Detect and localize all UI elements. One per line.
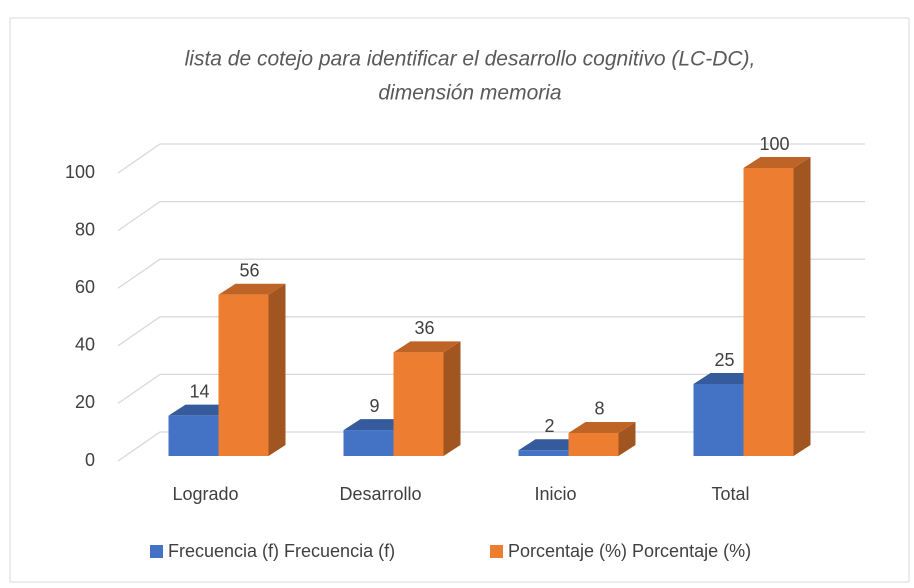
bar [393, 352, 444, 456]
bar [743, 168, 794, 456]
legend-label: Frecuencia (f) Frecuencia (f) [168, 541, 395, 561]
y-tick-label: 60 [75, 277, 95, 297]
data-label: 8 [594, 399, 604, 419]
bar [693, 384, 744, 456]
grid-line [117, 316, 865, 347]
bar [218, 294, 269, 456]
bar-side [618, 421, 636, 456]
legend-swatch [490, 545, 503, 558]
legend-label: Porcentaje (%) Porcentaje (%) [508, 541, 751, 561]
y-tick-label: 40 [75, 335, 95, 355]
chart-title: lista de cotejo para identificar el desa… [185, 48, 756, 71]
bar-side [268, 283, 286, 456]
bar-top [218, 283, 286, 295]
bar-top [568, 421, 636, 433]
bar [343, 430, 394, 456]
y-tick-label: 80 [75, 219, 95, 239]
legend-swatch [150, 545, 163, 558]
bar [168, 415, 219, 456]
bar-side [793, 157, 811, 456]
bar-top [393, 341, 461, 353]
bar [568, 432, 619, 456]
x-tick-label: Desarrollo [339, 484, 421, 504]
x-tick-label: Inicio [534, 484, 576, 504]
grid-line [117, 200, 865, 232]
y-tick-label: 0 [85, 450, 95, 470]
data-label: 36 [414, 318, 434, 338]
data-label: 25 [714, 350, 734, 370]
grid-line [117, 143, 865, 174]
bar-side [443, 341, 461, 456]
data-label: 9 [369, 396, 379, 416]
x-tick-label: Total [711, 484, 749, 504]
bar-top [743, 157, 811, 168]
grid-line [117, 373, 865, 404]
y-tick-label: 100 [65, 162, 95, 182]
chart-title: dimensión memoria [378, 82, 561, 105]
y-tick-label: 20 [75, 392, 95, 412]
x-tick-label: Logrado [172, 484, 238, 504]
data-label: 100 [759, 134, 789, 154]
data-label: 56 [239, 260, 259, 280]
data-label: 2 [544, 416, 554, 436]
bar [518, 450, 569, 456]
data-label: 14 [189, 381, 209, 401]
grid-line [117, 258, 865, 289]
